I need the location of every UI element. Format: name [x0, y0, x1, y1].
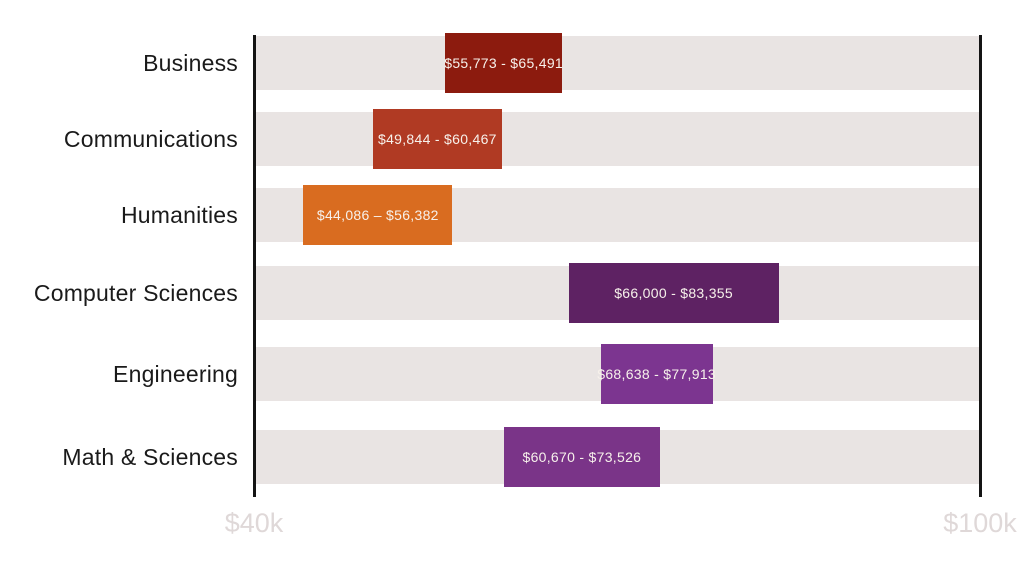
- row-track: [256, 112, 979, 166]
- range-value-label: $44,086 – $56,382: [316, 207, 439, 223]
- range-value-label: $60,670 - $73,526: [522, 449, 642, 465]
- range-bar: $44,086 – $56,382: [303, 185, 453, 245]
- x-tick-min-label: $40k: [224, 508, 284, 538]
- range-bar: $68,638 - $77,913: [597, 344, 716, 404]
- range-value-label: $66,000 - $83,355: [614, 285, 733, 301]
- category-label: Engineering: [113, 360, 238, 387]
- chart-row: Humanities $44,086 – $56,382: [0, 185, 1024, 245]
- range-bar: $49,844 - $60,467: [373, 109, 502, 169]
- chart-row: Math & Sciences $60,670 - $73,526: [0, 427, 1024, 487]
- range-value-label: $68,638 - $77,913: [597, 366, 717, 382]
- category-label: Math & Sciences: [62, 443, 238, 470]
- category-label: Computer Sciences: [33, 279, 238, 306]
- chart-row: Computer Sciences $66,000 - $83,355: [0, 263, 1024, 323]
- range-bar: $66,000 - $83,355: [568, 263, 779, 323]
- range-bar: $60,670 - $73,526: [504, 427, 660, 487]
- axis-line-min: [253, 35, 256, 497]
- chart-row: Engineering $68,638 - $77,913: [0, 344, 1024, 404]
- axis-line-max: [979, 35, 982, 497]
- chart-row: Business $55,773 - $65,491: [0, 33, 1024, 93]
- category-label: Business: [143, 49, 238, 76]
- category-label: Humanities: [120, 201, 238, 228]
- chart-row: Communications $49,844 - $60,467: [0, 109, 1024, 169]
- range-value-label: $55,773 - $65,491: [444, 55, 564, 71]
- category-label: Communications: [63, 125, 238, 152]
- range-bar: $55,773 - $65,491: [444, 33, 564, 93]
- range-value-label: $49,844 - $60,467: [377, 131, 497, 147]
- x-tick-max-label: $100k: [943, 508, 1017, 538]
- row-track: [256, 36, 979, 90]
